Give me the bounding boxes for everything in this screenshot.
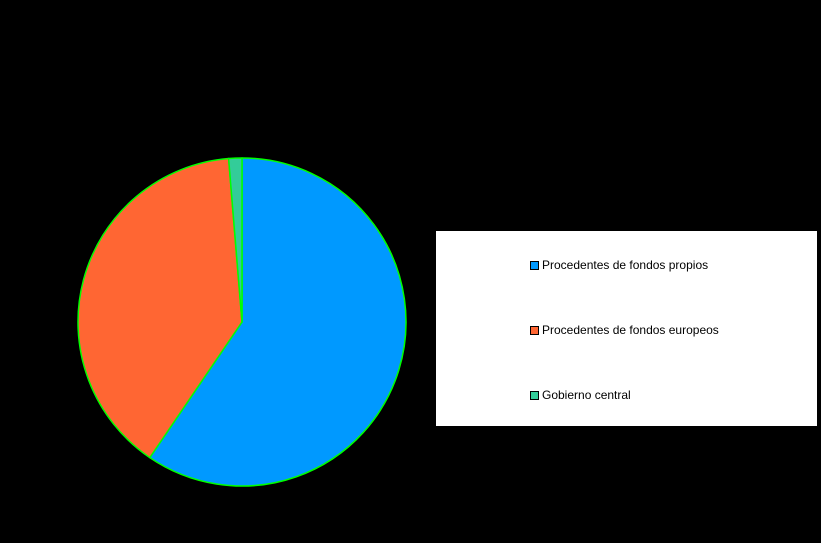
pie-slice-gobierno-central: [227, 157, 243, 323]
legend-swatch-fondos-propios: [530, 260, 539, 270]
legend-label-gobierno-central: Gobierno central: [542, 388, 631, 402]
legend-item-fondos-propios: Procedentes de fondos propios: [530, 257, 708, 273]
legend-item-fondos-europeos: Procedentes de fondos europeos: [530, 322, 719, 338]
legend-swatch-fondos-europeos: [530, 325, 539, 335]
legend-item-gobierno-central: Gobierno central: [530, 387, 631, 403]
chart-legend: Procedentes de fondos propios Procedente…: [436, 231, 817, 426]
pie-slice-fondos-propios: [149, 157, 407, 487]
legend-label-fondos-propios: Procedentes de fondos propios: [542, 258, 709, 272]
legend-swatch-gobierno-central: [530, 390, 539, 400]
legend-label-fondos-europeos: Procedentes de fondos europeos: [542, 323, 719, 337]
pie-slice-fondos-europeos: [77, 157, 243, 459]
pie-slices: [77, 157, 407, 487]
